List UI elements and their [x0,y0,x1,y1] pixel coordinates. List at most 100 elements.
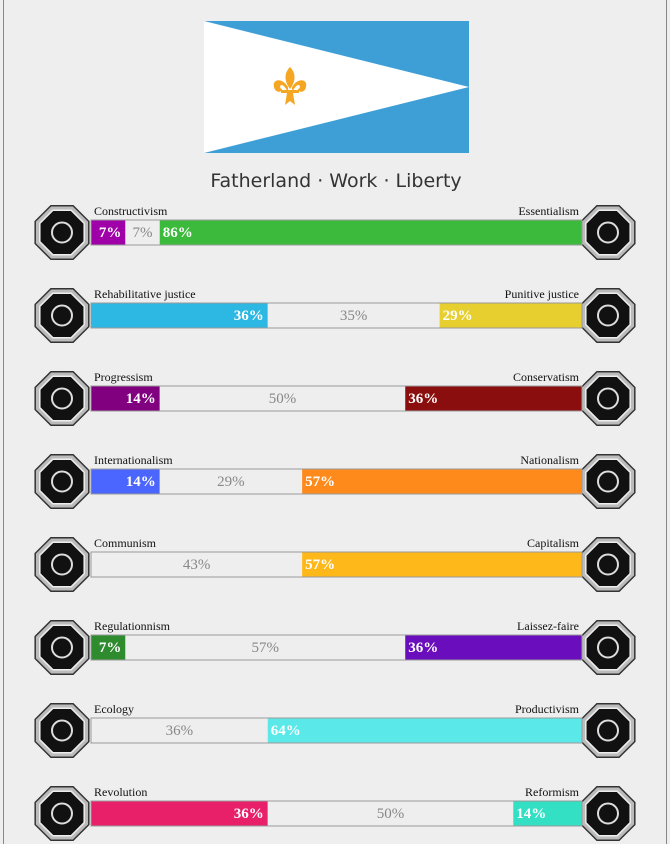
icon-mark [597,387,619,410]
bar-segment [513,801,582,826]
icon-face [39,707,85,754]
icon-face [585,541,631,588]
percent-label: 7% [99,225,122,241]
percent-label: 64% [271,723,301,739]
icon-face [585,458,631,505]
axis-icon [34,619,90,676]
axis-right-name: Punitive justice [505,287,579,301]
icon-face [39,292,85,339]
axis-left-name: Constructivism [94,204,168,218]
axis-icon [580,785,636,842]
icon-mark [597,221,619,244]
bar-segment [302,552,582,577]
bar-segment [267,718,582,743]
percent-label: 7% [133,225,153,241]
axis-right-name: Laissez-faire [517,619,579,633]
bar-segment [125,635,406,660]
icon-mark [51,470,73,493]
axis-right-name: Productivism [515,702,580,716]
axis-left-name: Internationalism [94,453,173,467]
icon-face [39,624,85,671]
axis-icon [34,536,90,593]
icon-mark [51,636,73,659]
axis-icon [580,204,636,261]
bar-segment [439,303,582,328]
icon-face [585,209,631,256]
flag [204,21,469,153]
axis-right-name: Conservatism [513,370,580,384]
bar-segment [302,469,582,494]
bar-segment [125,220,160,245]
percent-label: 86% [163,225,193,241]
axis-icon [580,619,636,676]
percent-label: 29% [217,474,245,490]
axis-icon [34,204,90,261]
percent-label: 14% [126,391,156,407]
icon-mark [597,719,619,742]
axis-left-name: Revolution [94,785,147,799]
icon-mark [597,304,619,327]
axis-icon [580,370,636,427]
axis-icon [580,536,636,593]
bar-segment [91,635,126,660]
icon-face [585,375,631,422]
percent-label: 36% [234,806,264,822]
icon-mark [597,636,619,659]
axis-icon [34,287,90,344]
percent-label: 43% [183,557,211,573]
icon-face [39,375,85,422]
axis-icon [34,702,90,759]
icon-face [585,707,631,754]
icon-mark [597,470,619,493]
bar-segment [91,552,303,577]
icon-face [39,790,85,837]
bar-segment [267,801,514,826]
bar-segment [159,386,406,411]
percent-label: 7% [99,640,122,656]
percent-label: 29% [443,308,473,324]
axis-right-name: Nationalism [520,453,579,467]
axis-left-name: Ecology [94,702,134,716]
bar-border [90,468,583,495]
bar-border [90,385,583,412]
axis-right-name: Essentialism [518,204,579,218]
bar-segment [91,220,126,245]
percent-label: 14% [516,806,546,822]
axis-icon [34,785,90,842]
icon-mark [597,553,619,576]
percent-label: 14% [126,474,156,490]
percent-label: 36% [408,640,438,656]
percent-label: 57% [252,640,280,656]
bar-segment [91,801,268,826]
bar-segment [405,635,582,660]
bar-border [90,634,583,661]
axis-icon [34,370,90,427]
icon-mark [51,304,73,327]
icon-mark [51,221,73,244]
bar-segment [91,718,268,743]
axis-right-name: Capitalism [527,536,580,550]
axis-left-name: Rehabilitative justice [94,287,196,301]
icon-face [39,209,85,256]
axis-right-name: Reformism [525,785,580,799]
axis-left-name: Regulationnism [94,619,171,633]
percent-label: 50% [377,806,405,822]
bar-segment [91,303,268,328]
bar-segment [267,303,440,328]
icon-face [585,624,631,671]
icon-mark [51,387,73,410]
axis-left-name: Communism [94,536,157,550]
bar-border [90,800,583,827]
bar-border [90,219,583,246]
bar-border [90,717,583,744]
bar-segment [91,469,160,494]
percent-label: 36% [234,308,264,324]
icon-mark [51,553,73,576]
bar-border [90,302,583,329]
percent-label: 57% [305,557,335,573]
bar-segment [159,469,303,494]
icon-face [39,541,85,588]
axis-left-name: Progressism [94,370,153,384]
